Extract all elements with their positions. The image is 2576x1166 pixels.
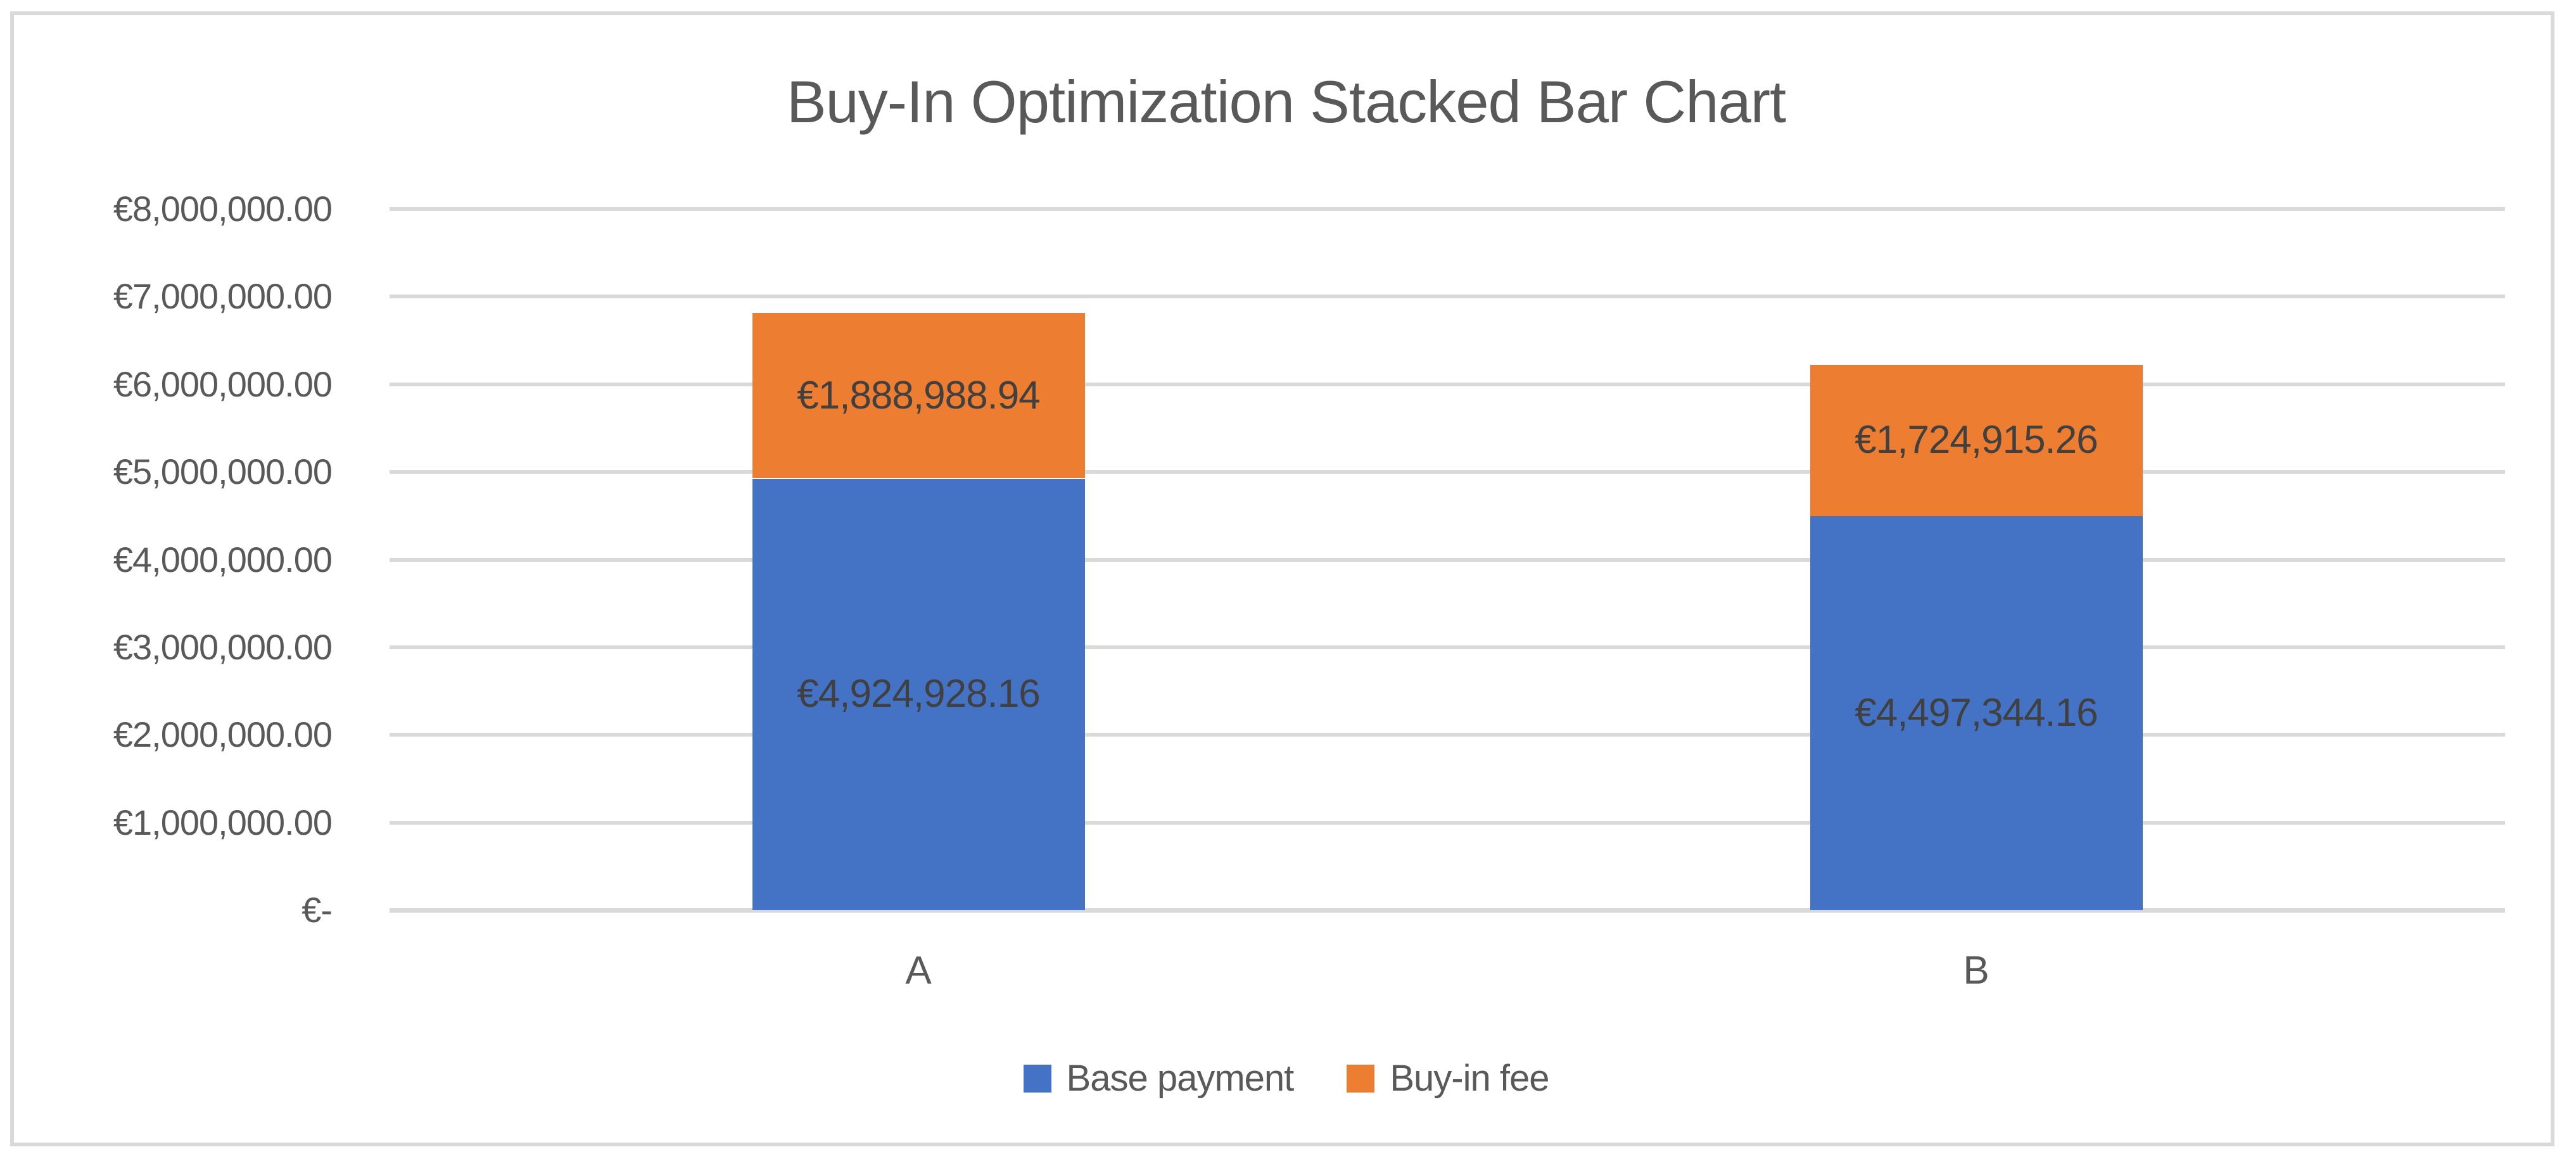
bar-segment-b-buy-in-fee xyxy=(1810,364,2143,516)
gridline xyxy=(390,470,2505,474)
gridline xyxy=(390,382,2505,386)
bar-segment-b-base-payment xyxy=(1810,516,2143,910)
legend-swatch xyxy=(1023,1065,1051,1093)
y-axis-tick-label: €7,000,000.00 xyxy=(113,276,333,317)
gridline xyxy=(390,295,2505,299)
data-label: €4,497,344.16 xyxy=(1855,690,2098,735)
gridline xyxy=(390,557,2505,562)
y-axis-tick-label: €1,000,000.00 xyxy=(113,802,333,842)
gridline xyxy=(390,645,2505,649)
legend: Base payment Buy-in fee xyxy=(10,1056,2562,1101)
legend-label: Base payment xyxy=(1066,1058,1295,1099)
legend-label: Buy-in fee xyxy=(1390,1058,1549,1099)
category-label-b: B xyxy=(1963,949,1989,992)
data-label: €1,724,915.26 xyxy=(1855,418,2098,462)
gridline xyxy=(390,820,2505,825)
chart-border xyxy=(10,11,2554,1146)
y-axis-tick-label: €8,000,000.00 xyxy=(113,189,333,229)
chart-title: Buy-In Optimization Stacked Bar Chart xyxy=(786,68,1786,135)
data-label: €1,888,988.94 xyxy=(797,373,1041,417)
legend-item-base-payment: Base payment xyxy=(1023,1058,1295,1099)
bar-segment-a-buy-in-fee xyxy=(752,313,1085,479)
gridline xyxy=(390,207,2505,211)
y-axis-tick-label: €2,000,000.00 xyxy=(113,714,333,755)
y-axis-tick-label: €6,000,000.00 xyxy=(113,364,333,404)
x-axis-line xyxy=(390,908,2505,913)
gridline xyxy=(390,733,2505,737)
y-axis-tick-label: €4,000,000.00 xyxy=(113,539,333,580)
legend-item-buy-in-fee: Buy-in fee xyxy=(1347,1058,1549,1099)
y-axis-tick-label: €- xyxy=(301,890,333,930)
bar-segment-a-base-payment xyxy=(752,478,1085,910)
category-label-a: A xyxy=(905,949,932,992)
y-axis-tick-label: €5,000,000.00 xyxy=(113,452,333,492)
data-label: €4,924,928.16 xyxy=(797,672,1041,716)
y-axis-tick-label: €3,000,000.00 xyxy=(113,626,333,667)
legend-swatch xyxy=(1347,1065,1375,1093)
